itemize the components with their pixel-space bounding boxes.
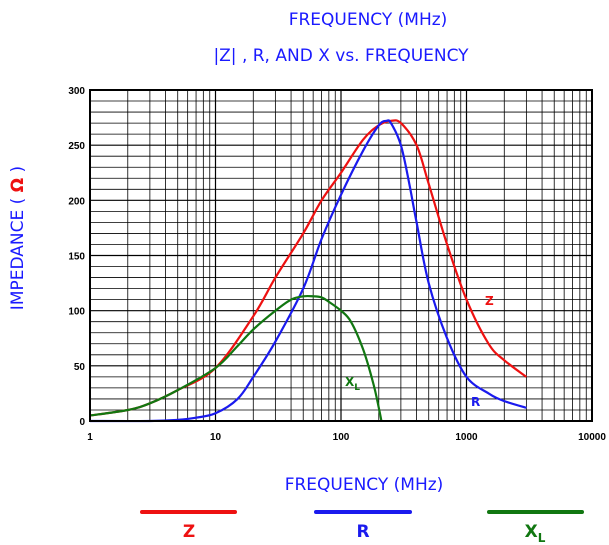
series-lines: [89, 119, 528, 423]
legend-label-r: R: [356, 522, 369, 542]
x-axis-label: FREQUENCY (MHz): [285, 475, 444, 495]
series-line-x: [89, 294, 383, 422]
x-tick-label: 100: [333, 432, 350, 443]
y-tick-label: 50: [74, 362, 86, 373]
x-tick-labels: 1 10 100 1000 10000: [87, 432, 606, 443]
series-labels: Z R XL: [345, 294, 494, 409]
series-label-z: Z: [485, 294, 494, 308]
x-tick-label: 1: [87, 432, 93, 443]
series-label-x: XL: [345, 375, 360, 393]
series-line-r: [89, 119, 527, 423]
y-tick-label: 250: [68, 141, 85, 152]
x-tick-label: 1000: [455, 432, 478, 443]
y-axis-label-text: IMPEDANCE (: [8, 198, 28, 310]
grid: [90, 89, 592, 422]
x-tick-label: 10: [210, 432, 222, 443]
y-tick-label: 200: [68, 196, 85, 207]
y-axis-unit: Ω: [8, 178, 28, 192]
y-axis-label: IMPEDANCE ( Ω ): [8, 166, 28, 310]
chart-subtitle: |Z| , R, AND X vs. FREQUENCY: [213, 46, 469, 66]
legend-label-x: XL: [525, 522, 546, 545]
y-axis-label-close: ): [8, 166, 28, 173]
legend-label-z: Z: [183, 522, 195, 542]
legend: Z R XL: [140, 510, 584, 545]
svg-text:IMPEDANCE ( Ω ): IMPEDANCE ( Ω ): [8, 166, 28, 310]
y-tick-label: 100: [68, 307, 85, 318]
series-label-r: R: [471, 395, 480, 409]
y-tick-label: 300: [68, 86, 85, 97]
y-tick-label: 0: [79, 417, 85, 428]
plot-frame: [89, 89, 593, 422]
chart-title: FREQUENCY (MHz): [289, 10, 448, 30]
x-tick-label: 10000: [578, 432, 606, 443]
y-tick-label: 150: [68, 252, 85, 263]
y-tick-labels: 0 50 100 150 200 250 300: [68, 86, 85, 428]
